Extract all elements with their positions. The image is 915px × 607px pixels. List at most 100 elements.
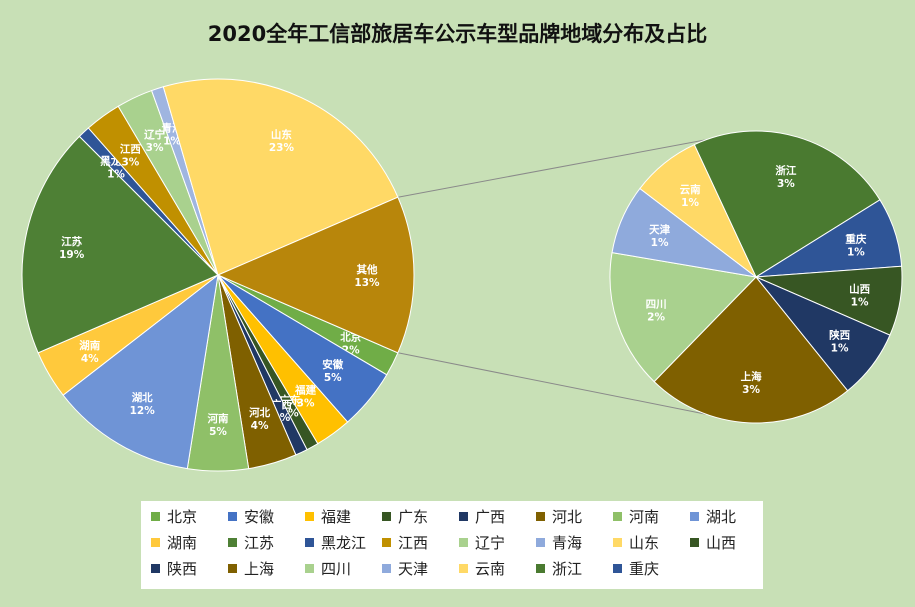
legend-item: 青海	[536, 533, 582, 553]
main-label-value-9: 19%	[59, 249, 85, 261]
sec-label-name-4: 上海	[741, 370, 762, 383]
sec-slice-7	[639, 144, 757, 278]
sec-label-name-2: 山西	[849, 283, 870, 296]
sec-slice-0	[693, 130, 881, 278]
legend-swatch	[690, 512, 699, 521]
sec-label-value-5: 2%	[647, 312, 665, 324]
legend-label: 辽宁	[475, 534, 506, 552]
main-label-name-4: 广西	[271, 398, 292, 411]
connector-line-bottom	[397, 352, 707, 415]
legend-label: 河南	[629, 508, 660, 526]
main-label-value-6: 5%	[209, 426, 227, 438]
legend-label: 湖南	[167, 534, 198, 552]
legend-label: 重庆	[629, 560, 660, 578]
sec-label-value-7: 1%	[681, 197, 699, 209]
main-label-name-3: 广东	[279, 394, 300, 407]
legend-item: 山东	[613, 533, 659, 553]
main-label-name-11: 江西	[120, 143, 141, 156]
legend-swatch	[151, 512, 160, 521]
legend-swatch	[305, 538, 314, 547]
legend-swatch	[151, 538, 160, 547]
legend-label: 江西	[398, 534, 429, 552]
legend-item: 江苏	[228, 533, 274, 553]
legend-item: 上海	[228, 559, 274, 579]
sec-label-name-0: 浙江	[775, 164, 796, 177]
legend-label: 广东	[398, 508, 429, 526]
legend-label: 山东	[629, 534, 660, 552]
legend-swatch	[690, 538, 699, 547]
legend-item: 江西	[382, 533, 428, 553]
main-label-name-14: 山东	[271, 128, 292, 141]
legend-swatch	[536, 538, 545, 547]
legend-swatch	[305, 512, 314, 521]
main-label-name-1: 安徽	[322, 358, 343, 371]
legend-item: 河南	[613, 507, 659, 527]
legend-label: 福建	[321, 508, 352, 526]
sec-label-value-4: 3%	[742, 384, 760, 396]
sec-label-name-1: 重庆	[845, 232, 866, 245]
main-label-name-15: 其他	[357, 263, 378, 276]
legend-swatch	[228, 564, 237, 573]
legend-label: 河北	[552, 508, 583, 526]
legend-swatch	[382, 538, 391, 547]
legend-swatch	[382, 512, 391, 521]
sec-label-value-3: 1%	[831, 343, 849, 355]
sec-slice-4	[653, 276, 849, 424]
legend-item: 天津	[382, 559, 428, 579]
connector-lines	[397, 139, 707, 415]
main-label-value-12: 3%	[146, 142, 164, 154]
legend-item: 四川	[305, 559, 351, 579]
legend-label: 江苏	[244, 534, 275, 552]
legend-label: 陕西	[167, 560, 198, 578]
main-label-value-5: 4%	[251, 420, 269, 432]
legend-label: 黑龙江	[321, 534, 367, 552]
main-label-name-9: 江苏	[61, 235, 82, 248]
main-label-value-14: 23%	[269, 142, 295, 154]
legend-swatch	[305, 564, 314, 573]
sec-label-value-0: 3%	[777, 178, 795, 190]
main-pie: 北京2%安徽5%福建3%广东1%广西1%河北4%河南5%湖北12%湖南4%江苏1…	[21, 78, 415, 472]
main-slice-15	[216, 196, 415, 354]
main-label-value-7: 12%	[130, 405, 156, 417]
legend-item: 重庆	[613, 559, 659, 579]
legend-item: 山西	[690, 533, 736, 553]
legend-item: 广东	[382, 507, 428, 527]
legend-swatch	[459, 538, 468, 547]
sec-slice-5	[609, 252, 758, 383]
legend-swatch	[151, 564, 160, 573]
sec-label-value-2: 1%	[851, 297, 869, 309]
legend-item: 湖南	[151, 533, 197, 553]
legend-swatch	[228, 512, 237, 521]
legend-swatch	[536, 512, 545, 521]
legend-label: 浙江	[552, 560, 583, 578]
legend-item: 广西	[459, 507, 505, 527]
legend: 北京 安徽 福建 广东 广西 河北 河南 湖北湖南 江苏 黑龙江 江西 辽宁 青海 山东 山西陕西 上海 四川 天…	[141, 501, 763, 589]
legend-swatch	[613, 564, 622, 573]
sec-label-value-6: 1%	[651, 237, 669, 249]
legend-swatch	[459, 512, 468, 521]
legend-swatch	[459, 564, 468, 573]
main-slice-14	[162, 78, 399, 276]
main-label-value-11: 3%	[121, 157, 139, 169]
legend-item: 湖北	[690, 507, 736, 527]
legend-item: 福建	[305, 507, 351, 527]
legend-label: 安徽	[244, 508, 275, 526]
legend-item: 安徽	[228, 507, 274, 527]
main-label-value-1: 5%	[324, 372, 342, 384]
legend-label: 天津	[398, 560, 429, 578]
main-slice-9	[21, 135, 219, 354]
legend-item: 云南	[459, 559, 505, 579]
legend-label: 广西	[475, 508, 506, 526]
main-label-value-13: 1%	[163, 135, 181, 147]
main-label-name-5: 河北	[249, 406, 270, 419]
legend-swatch	[613, 538, 622, 547]
legend-swatch	[613, 512, 622, 521]
legend-swatch	[536, 564, 545, 573]
sec-label-value-1: 1%	[847, 246, 865, 258]
sec-label-name-6: 天津	[649, 223, 670, 236]
legend-item: 北京	[151, 507, 197, 527]
main-label-value-10: 1%	[107, 168, 125, 180]
secondary-pie: 浙江3%重庆1%山西1%陕西1%上海3%四川2%天津1%云南1%	[609, 130, 903, 424]
legend-item: 辽宁	[459, 533, 505, 553]
